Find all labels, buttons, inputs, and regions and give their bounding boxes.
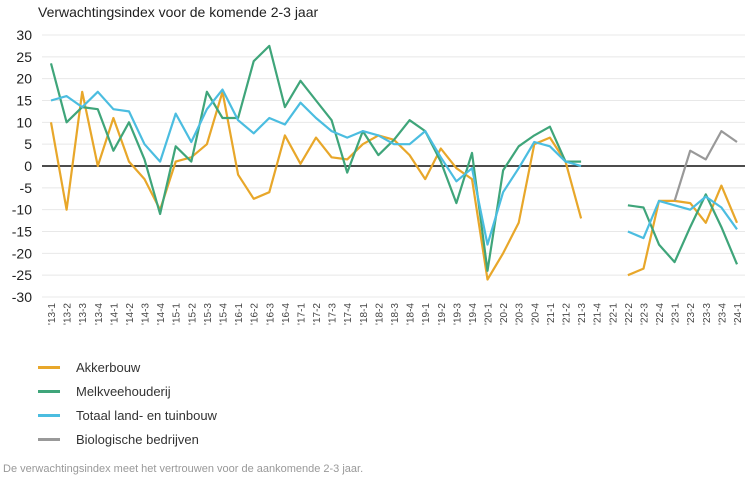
x-tick-label: '18-1 [359,303,370,325]
legend-label: Melkveehouderij [76,383,171,399]
x-tick-label: '20-2 [499,303,510,325]
x-tick-label: '23-4 [717,303,728,325]
x-tick-label: '19-1 [421,303,432,325]
x-tick-label: '14-1 [109,303,120,325]
x-tick-label: '16-4 [281,303,292,325]
x-tick-label: '19-4 [468,303,479,325]
legend-swatch [38,413,60,417]
legend-label: Biologische bedrijven [76,431,199,447]
y-tick-label: 25 [16,49,32,65]
x-tick-label: '14-2 [125,303,136,325]
x-tick-label: '18-4 [406,303,417,325]
x-tick-label: '19-3 [452,303,463,325]
legend-swatch [38,437,60,441]
x-tick-label: '18-3 [390,303,401,325]
caption: De verwachtingsindex meet het vertrouwen… [3,463,364,475]
chart-title: Verwachtingsindex voor de komende 2-3 ja… [38,4,319,20]
y-tick-label: 0 [24,158,32,174]
x-tick-label: '17-4 [343,303,354,325]
legend-label: Totaal land- en tuinbouw [76,407,217,423]
x-tick-label: '14-3 [141,303,152,325]
x-tick-label: '13-2 [63,303,74,325]
series-line-3 [673,130,738,202]
y-tick-label: -15 [12,224,32,240]
x-tick-label: '13-1 [47,303,58,325]
x-tick-label: '21-1 [546,303,557,325]
legend: Akkerbouw Melkveehouderij Totaal land- e… [38,355,217,451]
x-tick-label: '17-1 [296,303,307,325]
legend-label: Akkerbouw [76,359,141,375]
legend-item-biologisch: Biologische bedrijven [38,427,217,451]
x-tick-label: '13-4 [94,303,105,325]
x-tick-label: '15-1 [172,303,183,325]
y-tick-label: 20 [16,71,32,87]
x-tick-label: '21-3 [577,303,588,325]
x-tick-label: '22-2 [624,303,635,325]
x-tick-label: '16-3 [265,303,276,325]
y-tick-label: -30 [12,289,32,305]
x-tick-label: '17-2 [312,303,323,325]
y-tick-label: -10 [12,202,32,218]
x-tick-label: '16-1 [234,303,245,325]
x-tick-label: '21-4 [593,303,604,325]
legend-item-totaal: Totaal land- en tuinbouw [38,403,217,427]
x-tick-label: '23-3 [702,303,713,325]
x-tick-label: '15-4 [219,303,230,325]
x-tick-label: '18-2 [374,303,385,325]
x-tick-label: '20-4 [530,303,541,325]
x-tick-label: '21-2 [562,303,573,325]
series-line-1 [49,44,739,272]
x-tick-label: '15-3 [203,303,214,325]
x-tick-label: '23-2 [686,303,697,325]
y-tick-label: 5 [24,136,32,152]
x-tick-label: '22-1 [608,303,619,325]
x-tick-label: '14-4 [156,303,167,325]
x-tick-label: '15-2 [187,303,198,325]
x-tick-label: '13-3 [78,303,89,325]
x-tick-label: '19-2 [437,303,448,325]
x-tick-label: '22-3 [639,303,650,325]
x-tick-label: '24-1 [733,303,744,325]
x-tick-label: '20-1 [484,303,495,325]
y-tick-label: 10 [16,114,32,130]
x-tick-label: '22-4 [655,303,666,325]
x-tick-label: '23-1 [671,303,682,325]
legend-item-melkveehouderij: Melkveehouderij [38,379,217,403]
x-tick-label: '17-3 [328,303,339,325]
series-line-0 [49,90,739,281]
legend-item-akkerbouw: Akkerbouw [38,355,217,379]
y-tick-label: -25 [12,267,32,283]
y-tick-label: -20 [12,245,32,261]
y-tick-label: -5 [20,180,33,196]
y-tick-label: 15 [16,93,32,109]
legend-swatch [38,389,60,393]
y-tick-label: 30 [16,27,32,43]
x-tick-label: '16-2 [250,303,261,325]
legend-swatch [38,365,60,369]
x-tick-label: '20-3 [515,303,526,325]
series-line-2 [50,88,738,246]
line-chart: 30 25 20 15 10 5 0 -5 -10 -15 -20 -25 -30 '13-1 '13-2 '… [12,27,745,325]
